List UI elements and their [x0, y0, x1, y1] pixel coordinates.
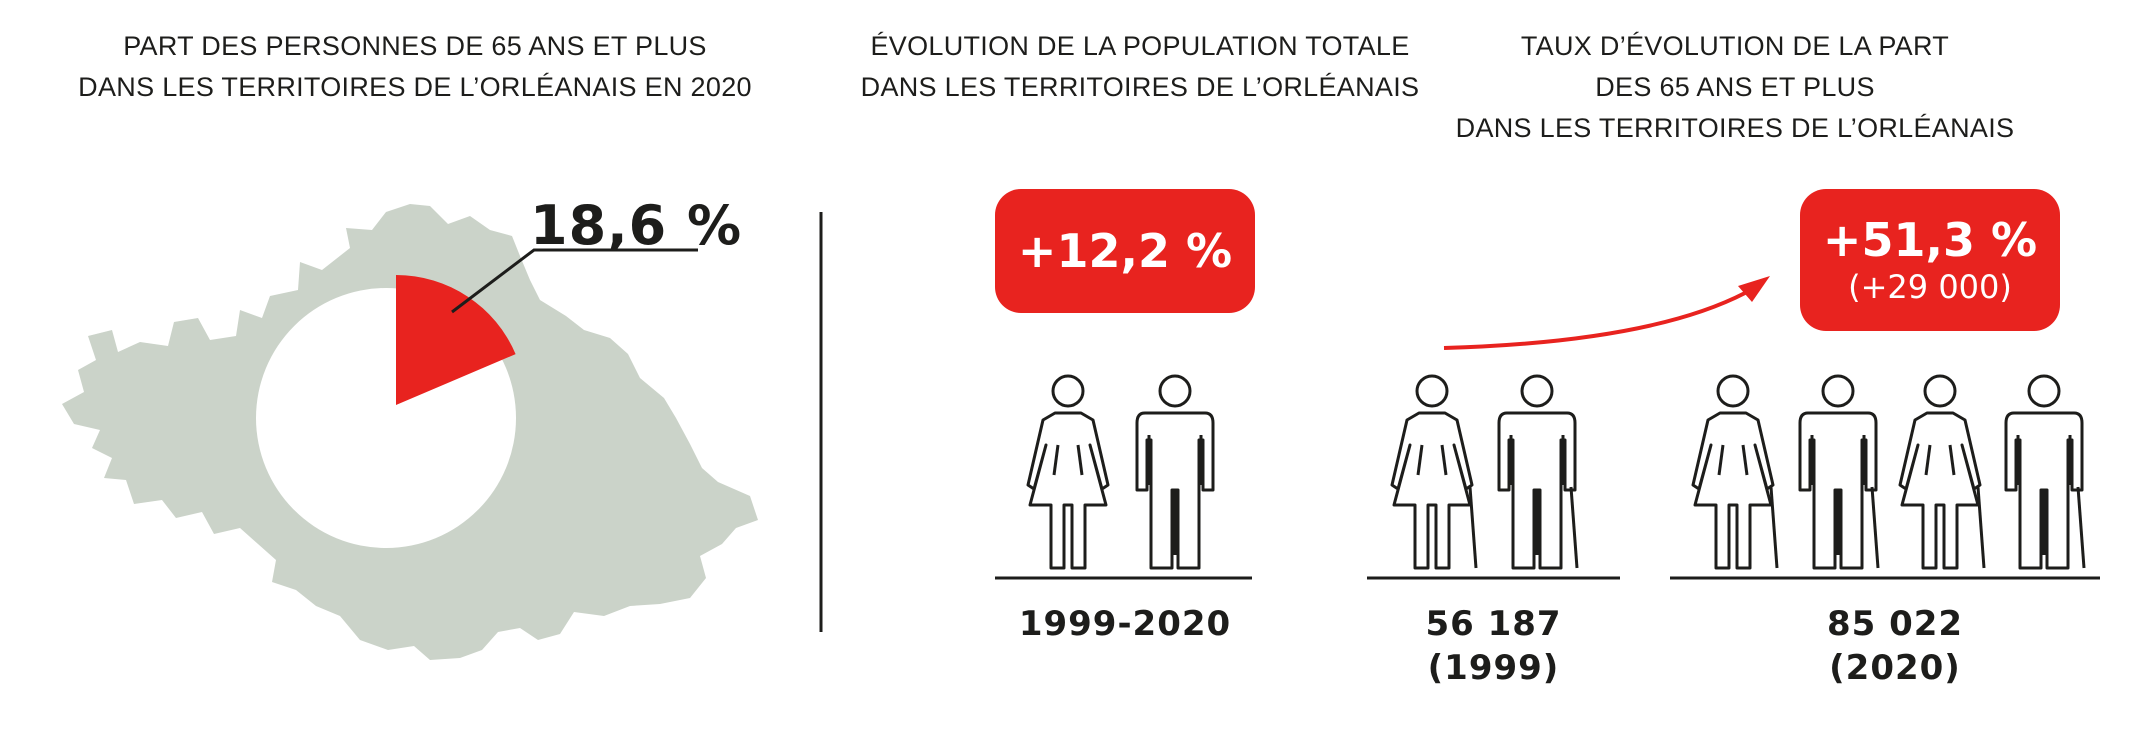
- seniors-heading-line-1: TAUX D’ÉVOLUTION DE LA PART: [1520, 31, 1950, 61]
- man-icon: [1135, 374, 1215, 570]
- seniors-2020-value: 85 022: [1826, 604, 1964, 644]
- seniors-heading-line-3: DANS LES TERRITOIRES DE L’ORLÉANAIS: [1455, 113, 2015, 143]
- old-man-with-cane-icon: [1499, 376, 1577, 568]
- arrow-head: [1738, 276, 1770, 302]
- seniors-1999-value: 56 187: [1425, 604, 1562, 644]
- population-heading-line-1: ÉVOLUTION DE LA POPULATION TOTALE: [870, 31, 1410, 61]
- old-woman-with-cane-icon: [1900, 376, 1984, 568]
- share-heading: PART DES PERSONNES DE 65 ANS ET PLUS DAN…: [60, 26, 770, 108]
- woman-icon: [1026, 374, 1110, 570]
- seniors-badge: +51,3 % (+29 000): [1800, 189, 2060, 331]
- seniors-heading-line-2: DES 65 ANS ET PLUS: [1595, 72, 1875, 102]
- population-badge: +12,2 %: [995, 189, 1255, 313]
- old-woman-with-cane-icon: [1392, 376, 1476, 568]
- share-heading-line-2: DANS LES TERRITOIRES DE L’ORLÉANAIS EN 2…: [78, 72, 752, 102]
- pie-slice-65-plus: [396, 275, 516, 405]
- seniors-1999-year: (1999): [1427, 648, 1560, 688]
- share-heading-line-1: PART DES PERSONNES DE 65 ANS ET PLUS: [123, 31, 707, 61]
- seniors-2020-year: (2020): [1829, 648, 1961, 688]
- seniors-2020: 85 022 (2020): [1760, 602, 2030, 690]
- seniors-1999: 56 187 (1999): [1367, 602, 1620, 690]
- seniors-heading: TAUX D’ÉVOLUTION DE LA PART DES 65 ANS E…: [1440, 26, 2030, 149]
- seniors-badge-sub: (+29 000): [1848, 268, 2012, 306]
- leader-line: [451, 248, 698, 314]
- population-heading-line-2: DANS LES TERRITOIRES DE L’ORLÉANAIS: [860, 72, 1420, 102]
- curved-arrow-icon: [1443, 291, 1746, 350]
- population-heading: ÉVOLUTION DE LA POPULATION TOTALE DANS L…: [840, 26, 1440, 108]
- seniors-badge-value: +51,3 %: [1822, 213, 2038, 267]
- old-man-with-cane-icon: [1800, 376, 1878, 568]
- share-value: 18,6 %: [530, 194, 743, 257]
- population-period: 1999-2020: [1018, 604, 1232, 644]
- old-woman-with-cane-icon: [1693, 376, 1777, 568]
- population-badge-value: +12,2 %: [1017, 224, 1233, 278]
- old-man-with-cane-icon: [2006, 376, 2084, 568]
